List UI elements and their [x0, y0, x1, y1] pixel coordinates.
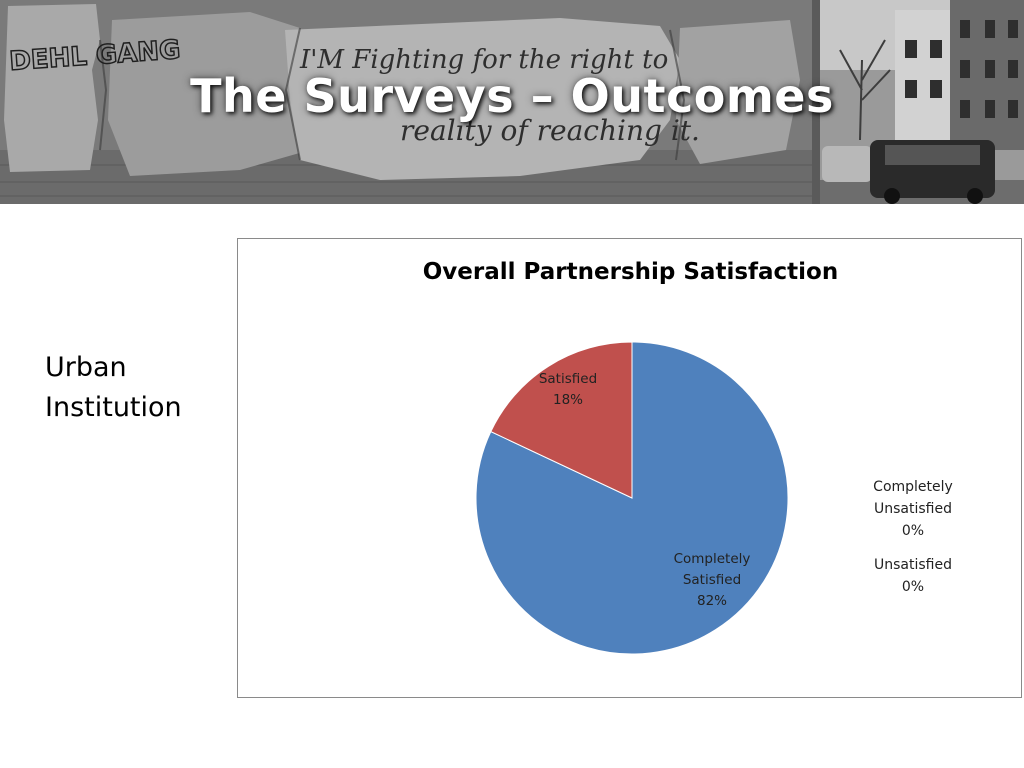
- graffiti-wall-image: I'M Fighting for the right to reality of…: [0, 0, 1024, 204]
- data-label-completely-satisfied: Completely Satisfied 82%: [674, 551, 751, 609]
- data-label-unsatisfied: Unsatisfied 0%: [874, 557, 952, 595]
- side-label: Urban Institution: [45, 348, 225, 428]
- graffiti-line-2: reality of reaching it.: [400, 114, 700, 147]
- pie-chart: Completely Satisfied 82% Satisfied 18% Comple…: [475, 341, 953, 655]
- data-label-completely-unsatisfied: Completely Unsatisfied 0%: [873, 479, 953, 539]
- side-label-line: Urban: [45, 352, 127, 383]
- side-label-line: Institution: [45, 392, 182, 423]
- data-label-satisfied: Satisfied 18%: [539, 371, 597, 408]
- chart-title: Overall Partnership Satisfaction: [422, 259, 839, 285]
- pie-slice-satisfied: [490, 341, 633, 499]
- graffiti-line-1: I'M Fighting for the right to: [299, 45, 668, 75]
- chart-frame: Overall Partnership Satisfaction Complet…: [237, 238, 1022, 698]
- slide-title: The Surveys – Outcomes: [190, 69, 834, 123]
- header-banner: I'M Fighting for the right to reality of…: [0, 0, 1024, 204]
